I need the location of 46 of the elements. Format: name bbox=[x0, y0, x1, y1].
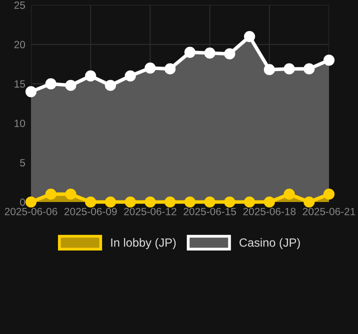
point bbox=[264, 196, 275, 208]
point bbox=[85, 70, 96, 82]
point bbox=[144, 62, 156, 74]
point bbox=[204, 48, 216, 59]
legend-label: Casino (JP) bbox=[240, 238, 300, 250]
x-tick-label: 2025-06-18 bbox=[243, 208, 296, 216]
point bbox=[104, 196, 116, 208]
x-tick-label: 2025-06-06 bbox=[4, 208, 58, 216]
point bbox=[124, 70, 136, 82]
point bbox=[144, 196, 156, 208]
point bbox=[85, 196, 96, 208]
point bbox=[45, 188, 56, 200]
point bbox=[284, 188, 295, 200]
point bbox=[323, 188, 335, 200]
x-tick-label: 2025-06-12 bbox=[124, 208, 176, 216]
y-tick-label: 25 bbox=[14, 2, 26, 9]
point bbox=[204, 196, 216, 208]
point bbox=[104, 80, 116, 91]
y-tick-label: 0 bbox=[20, 198, 26, 206]
point bbox=[323, 54, 335, 66]
point bbox=[184, 46, 196, 58]
point bbox=[65, 80, 76, 91]
point bbox=[25, 86, 37, 98]
point bbox=[304, 196, 315, 208]
point bbox=[284, 63, 295, 74]
y-tick-label: 5 bbox=[20, 159, 26, 166]
y-tick-label: 20 bbox=[14, 40, 26, 48]
point bbox=[264, 64, 275, 76]
point bbox=[25, 196, 37, 208]
point bbox=[244, 30, 256, 42]
point bbox=[184, 196, 196, 208]
point bbox=[164, 63, 176, 74]
point bbox=[244, 196, 256, 208]
point bbox=[164, 196, 176, 208]
point bbox=[65, 188, 76, 200]
point bbox=[45, 78, 56, 90]
point bbox=[224, 48, 236, 60]
point bbox=[304, 63, 315, 74]
legend-label: In lobby (JP) bbox=[111, 238, 176, 250]
point bbox=[124, 196, 136, 208]
y-tick-label: 10 bbox=[14, 120, 26, 128]
point bbox=[224, 196, 236, 208]
y-tick-label: 15 bbox=[14, 80, 26, 88]
x-tick-label: 2025-06-09 bbox=[64, 208, 117, 216]
x-tick-label: 2025-06-21 bbox=[302, 208, 356, 216]
x-tick-label: 2025-06-15 bbox=[184, 208, 236, 216]
